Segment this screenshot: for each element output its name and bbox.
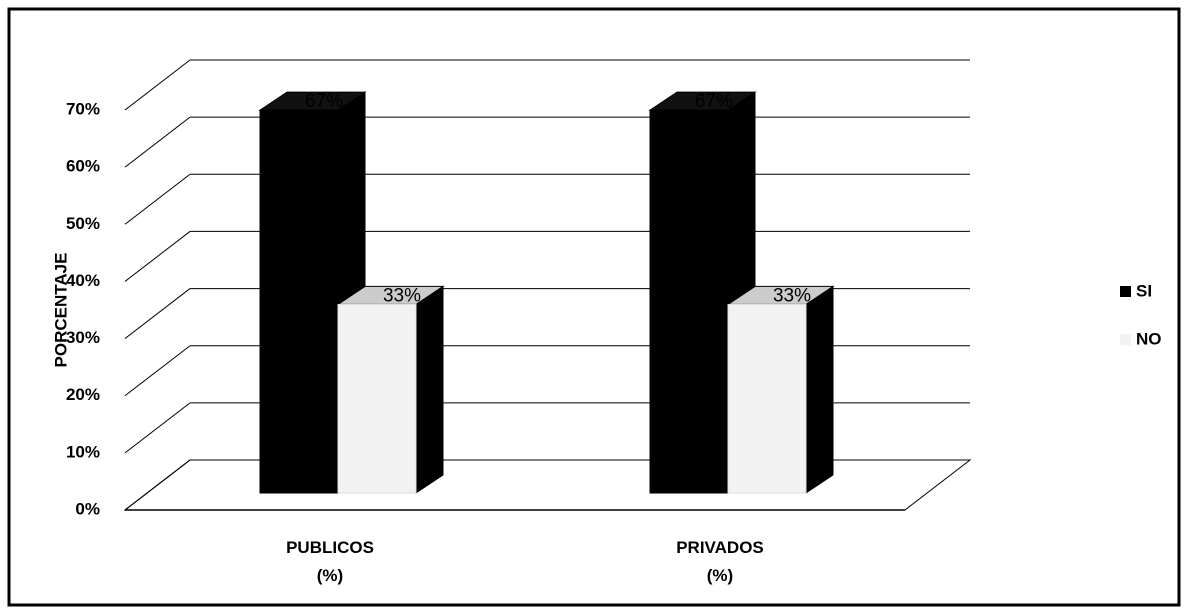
grid-line-side: [124, 173, 191, 225]
legend-swatch: [1120, 334, 1131, 345]
y-tick-label: 10%: [66, 442, 100, 461]
y-tick-label: 50%: [66, 214, 100, 233]
x-tick-label: PUBLICOS (%): [286, 538, 374, 585]
grid-line-side: [124, 402, 191, 454]
value-label: 67%: [695, 91, 733, 112]
bar-side: [415, 285, 444, 494]
value-label: 67%: [305, 91, 343, 112]
bar: [727, 303, 807, 494]
grid-line-side: [124, 288, 191, 339]
bar: [259, 109, 339, 494]
y-tick-label: 60%: [66, 157, 100, 176]
grid-line-side: [124, 59, 191, 111]
grid-line-side: [124, 345, 191, 397]
y-axis-label: PORCENTAJE: [51, 253, 70, 368]
y-tick-label: 20%: [66, 385, 100, 404]
value-label: 33%: [773, 285, 811, 306]
bar-side: [805, 285, 834, 494]
legend-label: NO: [1136, 329, 1162, 348]
grid-line-side: [124, 116, 191, 168]
frame: [7, 7, 1181, 607]
y-tick-label: 0%: [75, 499, 100, 518]
bar: [337, 303, 417, 494]
grid-line-side: [124, 231, 191, 282]
legend-label: SI: [1136, 281, 1152, 300]
grid-line-side: [124, 459, 191, 511]
x-tick-label: PRIVADOS (%): [676, 538, 764, 585]
y-tick-label: 40%: [66, 271, 100, 290]
y-tick-label: 30%: [66, 328, 100, 347]
bar: [649, 109, 729, 494]
floor: [123, 459, 972, 511]
y-tick-label: 70%: [66, 99, 100, 118]
value-label: 33%: [383, 285, 421, 306]
legend-swatch: [1120, 286, 1131, 297]
